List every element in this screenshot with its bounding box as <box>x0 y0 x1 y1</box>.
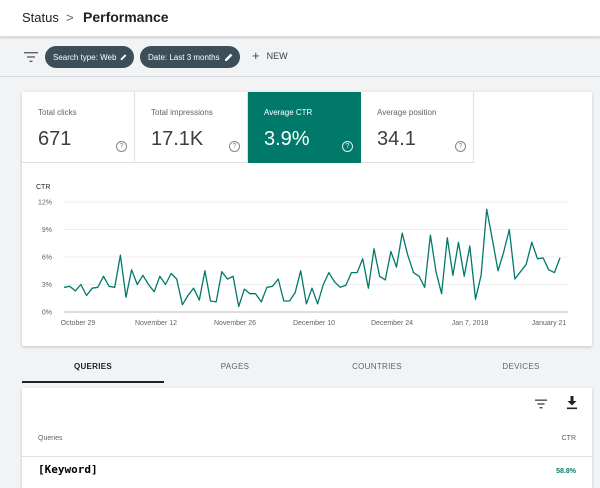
x-tick-label: November 26 <box>214 320 256 327</box>
date-chip[interactable]: Date: Last 3 months <box>140 46 240 68</box>
ctr-chart: CTR 0% 3% 6% 9% 12% October 29 November 12 Novem… <box>36 184 568 327</box>
plus-icon: + <box>252 48 260 63</box>
x-tick-label: November 12 <box>135 320 177 327</box>
ctr-series-line <box>63 208 561 308</box>
edit-icon <box>121 54 127 61</box>
y-tick-label: 12% <box>38 200 52 207</box>
metric-value: 34.1 <box>377 128 416 150</box>
date-label: Date: Last 3 months <box>148 52 220 62</box>
metric-value: 3.9% <box>264 128 310 150</box>
metric-total-clicks[interactable]: Total clicks 671 ? <box>22 92 135 163</box>
help-icon[interactable]: ? <box>455 141 466 152</box>
metric-label: Average position <box>377 108 437 117</box>
dimension-tabs: QUERIES PAGES COUNTRIES DEVICES <box>22 356 592 383</box>
edit-icon <box>224 53 232 61</box>
new-filter-button[interactable]: + NEW <box>252 49 288 63</box>
x-tick-label: Jan 7, 2018 <box>452 320 489 327</box>
page-title: Performance <box>83 9 169 25</box>
filter-bar: Search type: Web Date: Last 3 months + N… <box>0 37 600 77</box>
breadcrumb-status[interactable]: Status <box>22 10 59 25</box>
search-type-chip[interactable]: Search type: Web <box>45 46 134 68</box>
search-type-label: Search type: Web <box>53 52 117 62</box>
filter-icon[interactable] <box>24 51 38 63</box>
filter-rows-icon[interactable] <box>535 399 547 409</box>
help-icon[interactable]: ? <box>116 141 127 152</box>
metric-value: 17.1K <box>151 128 204 150</box>
metric-label: Total clicks <box>38 108 77 117</box>
breadcrumb-separator: > <box>66 10 74 25</box>
tab-countries[interactable]: COUNTRIES <box>352 362 402 371</box>
y-tick-label: 9% <box>42 227 52 234</box>
x-tick-label: January 21 <box>532 320 567 327</box>
tab-devices[interactable]: DEVICES <box>502 362 540 371</box>
column-header-queries[interactable]: Queries <box>38 435 63 442</box>
table-row-ctr: 58.8% <box>556 468 576 475</box>
queries-table: Queries CTR [Keyword] 58.8% <box>22 388 592 488</box>
y-tick-label: 0% <box>42 310 52 317</box>
y-tick-label: 3% <box>42 282 52 289</box>
tab-queries[interactable]: QUERIES <box>22 356 164 383</box>
metric-label: Total impressions <box>151 108 213 117</box>
new-filter-label: NEW <box>266 51 288 61</box>
y-tick-label: 6% <box>42 255 52 262</box>
x-tick-label: October 29 <box>61 320 96 327</box>
x-tick-label: December 24 <box>371 320 413 327</box>
tab-pages[interactable]: PAGES <box>220 362 250 371</box>
y-axis-label: CTR <box>36 184 50 191</box>
metric-total-impressions[interactable]: Total impressions 17.1K ? <box>135 92 248 163</box>
metric-average-ctr[interactable]: Average CTR 3.9% ? <box>248 92 361 163</box>
help-icon[interactable]: ? <box>342 141 353 152</box>
divider <box>22 456 592 457</box>
download-icon[interactable] <box>566 396 578 410</box>
table-row-query[interactable]: [Keyword] <box>38 463 98 476</box>
help-icon[interactable]: ? <box>229 141 240 152</box>
column-header-ctr[interactable]: CTR <box>561 435 576 442</box>
top-bar: Status > Performance <box>0 0 600 37</box>
x-tick-label: December 10 <box>293 320 335 327</box>
performance-card: Total clicks 671 ? Total impressions 17.… <box>22 92 592 346</box>
metric-label: Average CTR <box>264 108 313 117</box>
metric-average-position[interactable]: Average position 34.1 ? <box>361 92 474 163</box>
metric-value: 671 <box>38 128 72 150</box>
